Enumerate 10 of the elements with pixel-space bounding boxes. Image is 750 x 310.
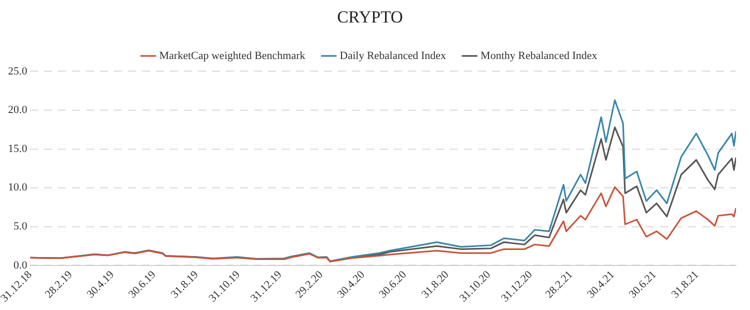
legend-label: Daily Rebalanced Index	[340, 50, 447, 62]
y-tick-label: 15.0	[8, 142, 28, 155]
y-tick-label: 5.0	[13, 220, 28, 233]
y-tick-label: 20.0	[8, 104, 28, 116]
legend-label: Monthy Rebalanced Index	[480, 50, 598, 62]
y-tick-label: 25.0	[8, 65, 28, 78]
y-tick-label: 0.0	[13, 259, 28, 272]
legend-label: MarketCap weighted Benchmark	[159, 50, 306, 62]
chart-title: CRYPTO	[337, 8, 403, 27]
y-tick-label: 10.0	[8, 182, 28, 194]
